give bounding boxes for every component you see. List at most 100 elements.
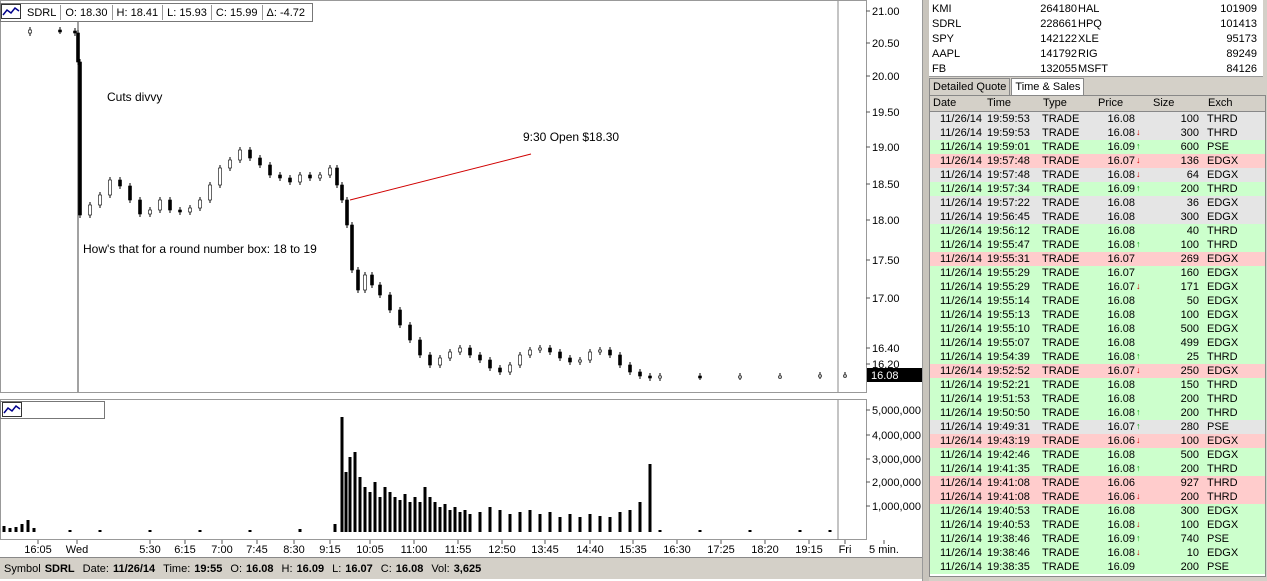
trade-type: TRADE <box>1042 351 1080 363</box>
price-axis-label: 17.00 <box>872 293 900 305</box>
uptick-arrow-icon: ↑ <box>1136 351 1141 361</box>
watchlist-row[interactable]: FB 132055 MSFT 84126 <box>929 62 1263 77</box>
chart-type-icon[interactable] <box>1 4 21 20</box>
table-row[interactable]: 11/26/14 19:52:21 TRADE 16.08 150 THRD <box>930 378 1265 393</box>
table-row[interactable]: 11/26/14 19:55:31 TRADE 16.07 269 EDGX <box>930 252 1265 267</box>
time-axis-label: 16:05 <box>24 544 52 556</box>
table-row[interactable]: 11/26/14 19:55:29 TRADE 16.07 160 EDGX <box>930 266 1265 281</box>
tab-time-and-sales[interactable]: Time & Sales <box>1011 78 1085 95</box>
trade-exch: EDGX <box>1207 197 1239 209</box>
watchlist-v1: 132055 <box>1040 63 1077 75</box>
table-row[interactable]: 11/26/14 19:41:08 TRADE 16.06 ↓ 200 THRD <box>930 490 1265 505</box>
volume-bar <box>26 520 30 532</box>
candle-body <box>228 159 232 169</box>
price-chart-panel[interactable]: 21.00 20.50 20.00 19.50 19.00 18.50 18.00 17.50… <box>0 0 922 581</box>
volume-bar <box>333 524 337 532</box>
col-date[interactable]: Date <box>933 97 957 109</box>
col-price[interactable]: Price <box>1098 97 1124 109</box>
watchlist-row[interactable]: KMI 264180 HAL 101909 <box>929 2 1263 17</box>
volume-chart-type-icon <box>2 402 22 417</box>
candle-body <box>258 157 262 166</box>
table-row[interactable]: 11/26/14 19:38:35 TRADE 16.09 200 PSE <box>930 560 1265 575</box>
time-axis-label: 8:30 <box>283 544 304 556</box>
table-row[interactable]: 11/26/14 19:41:08 TRADE 16.06 927 THRD <box>930 476 1265 491</box>
table-row[interactable]: 11/26/14 19:43:19 TRADE 16.06 ↓ 100 EDGX <box>930 434 1265 449</box>
panel-splitter[interactable] <box>922 0 929 581</box>
table-row[interactable]: 11/26/14 19:59:53 TRADE 16.08 ↓ 300 THRD <box>930 126 1265 141</box>
table-row[interactable]: 11/26/14 19:55:13 TRADE 16.08 100 EDGX <box>930 308 1265 323</box>
legend-close: C: 15.99 <box>215 6 258 19</box>
trade-size: 100 <box>1180 519 1199 531</box>
table-row[interactable]: 11/26/14 19:59:53 TRADE 16.08 100 THRD <box>930 112 1265 127</box>
table-row[interactable]: 11/26/14 19:57:48 TRADE 16.07 ↓ 136 EDGX <box>930 154 1265 169</box>
trade-exch: EDGX <box>1207 435 1239 447</box>
table-row[interactable]: 11/26/14 19:56:12 TRADE 16.08 40 THRD <box>930 224 1265 239</box>
trade-price: 16.08 <box>1107 169 1135 181</box>
table-row[interactable]: 11/26/14 19:49:31 TRADE 16.07 ↑ 280 PSE <box>930 420 1265 435</box>
candle-body <box>778 375 782 379</box>
table-row[interactable]: 11/26/14 19:57:22 TRADE 16.08 36 EDGX <box>930 196 1265 211</box>
watchlist-row[interactable]: SDRL 228661 HPQ 101413 <box>929 17 1263 32</box>
table-row[interactable]: 11/26/14 19:55:10 TRADE 16.08 500 EDGX <box>930 322 1265 337</box>
table-row[interactable]: 11/26/14 19:40:53 TRADE 16.08 ↓ 100 EDGX <box>930 518 1265 533</box>
volume-bar <box>488 507 492 532</box>
table-row[interactable]: 11/26/14 19:56:45 TRADE 16.08 300 EDGX <box>930 210 1265 225</box>
candle-body <box>268 164 272 176</box>
candle-body <box>438 357 442 366</box>
table-row[interactable]: 11/26/14 19:50:50 TRADE 16.08 ↑ 200 THRD <box>930 406 1265 421</box>
time-axis-label: 19:15 <box>795 544 823 556</box>
volume-legend[interactable] <box>0 401 105 419</box>
trade-price: 16.08 <box>1107 113 1135 125</box>
col-size[interactable]: Size <box>1153 97 1175 109</box>
table-row[interactable]: 11/26/14 19:54:39 TRADE 16.08 ↑ 25 THRD <box>930 350 1265 365</box>
volume-bar <box>198 530 202 532</box>
table-row[interactable]: 11/26/14 19:38:46 TRADE 16.08 ↓ 10 EDGX <box>930 546 1265 561</box>
table-row[interactable]: 11/26/14 19:52:52 TRADE 16.07 ↓ 250 EDGX <box>930 364 1265 379</box>
time-and-sales-table[interactable]: Date Time Type Price Size Exch 11/26/14 1… <box>929 95 1266 577</box>
table-row[interactable]: 11/26/14 19:57:48 TRADE 16.08 ↓ 64 EDGX <box>930 168 1265 183</box>
table-row[interactable]: 11/26/14 19:55:07 TRADE 16.08 499 EDGX <box>930 336 1265 351</box>
trade-type: TRADE <box>1042 253 1080 265</box>
trade-price: 16.08 <box>1107 463 1135 475</box>
candle-body <box>278 174 282 179</box>
table-row[interactable]: 11/26/14 19:59:01 TRADE 16.09 ↑ 600 PSE <box>930 140 1265 155</box>
trade-exch: THRD <box>1207 183 1238 195</box>
table-row[interactable]: 11/26/14 19:55:14 TRADE 16.08 50 EDGX <box>930 294 1265 309</box>
table-row[interactable]: 11/26/14 19:38:46 TRADE 16.09 ↑ 740 PSE <box>930 532 1265 547</box>
volume-bar <box>393 497 397 532</box>
price-axis-label: 20.50 <box>872 38 900 50</box>
volume-bar <box>358 477 362 532</box>
table-row[interactable]: 11/26/14 19:42:46 TRADE 16.08 500 EDGX <box>930 448 1265 463</box>
candle-body <box>568 357 572 363</box>
time-axis-label: Wed <box>66 544 88 556</box>
price-plot-area <box>0 0 867 393</box>
trade-price: 16.08 <box>1107 449 1135 461</box>
col-time[interactable]: Time <box>987 97 1012 109</box>
tab-detailed-quote[interactable]: Detailed Quote <box>929 78 1011 95</box>
trade-size: 740 <box>1180 533 1199 545</box>
table-row[interactable]: 11/26/14 19:55:29 TRADE 16.07 ↓ 171 EDGX <box>930 280 1265 295</box>
trade-time: 19:41:35 <box>987 463 1030 475</box>
trade-price: 16.08 <box>1107 127 1135 139</box>
table-row[interactable]: 11/26/14 19:40:53 TRADE 16.08 300 EDGX <box>930 504 1265 519</box>
table-row[interactable]: 11/26/14 19:55:47 TRADE 16.08 ↑ 100 THRD <box>930 238 1265 253</box>
candle-body <box>628 364 632 373</box>
last-price-label: 16.08 <box>871 370 899 382</box>
col-exch[interactable]: Exch <box>1208 97 1233 109</box>
trade-time: 19:52:52 <box>987 365 1030 377</box>
watchlist-row[interactable]: AAPL 141792 RIG 89249 <box>929 47 1263 62</box>
trade-size: 64 <box>1186 169 1199 181</box>
col-type[interactable]: Type <box>1043 97 1067 109</box>
volume-leaders-list: KMI 264180 HAL 101909 SDRL 228661 HPQ 101413 SPY… <box>929 0 1263 77</box>
trade-time: 19:52:21 <box>987 379 1030 391</box>
trade-date: 11/26/14 <box>940 505 983 517</box>
chart-canvas[interactable]: 21.00 20.50 20.00 19.50 19.00 18.50 18.00 17.50… <box>0 0 922 557</box>
volume-bar <box>448 510 452 532</box>
trade-type: TRADE <box>1042 449 1080 461</box>
trade-date: 11/26/14 <box>940 449 983 461</box>
table-row[interactable]: 11/26/14 19:41:35 TRADE 16.08 ↑ 200 THRD <box>930 462 1265 477</box>
table-row[interactable]: 11/26/14 19:57:34 TRADE 16.09 ↑ 200 THRD <box>930 182 1265 197</box>
table-row[interactable]: 11/26/14 19:51:53 TRADE 16.08 200 THRD <box>930 392 1265 407</box>
trade-price: 16.07 <box>1107 253 1135 265</box>
watchlist-row[interactable]: SPY 142122 XLE 95173 <box>929 32 1263 47</box>
